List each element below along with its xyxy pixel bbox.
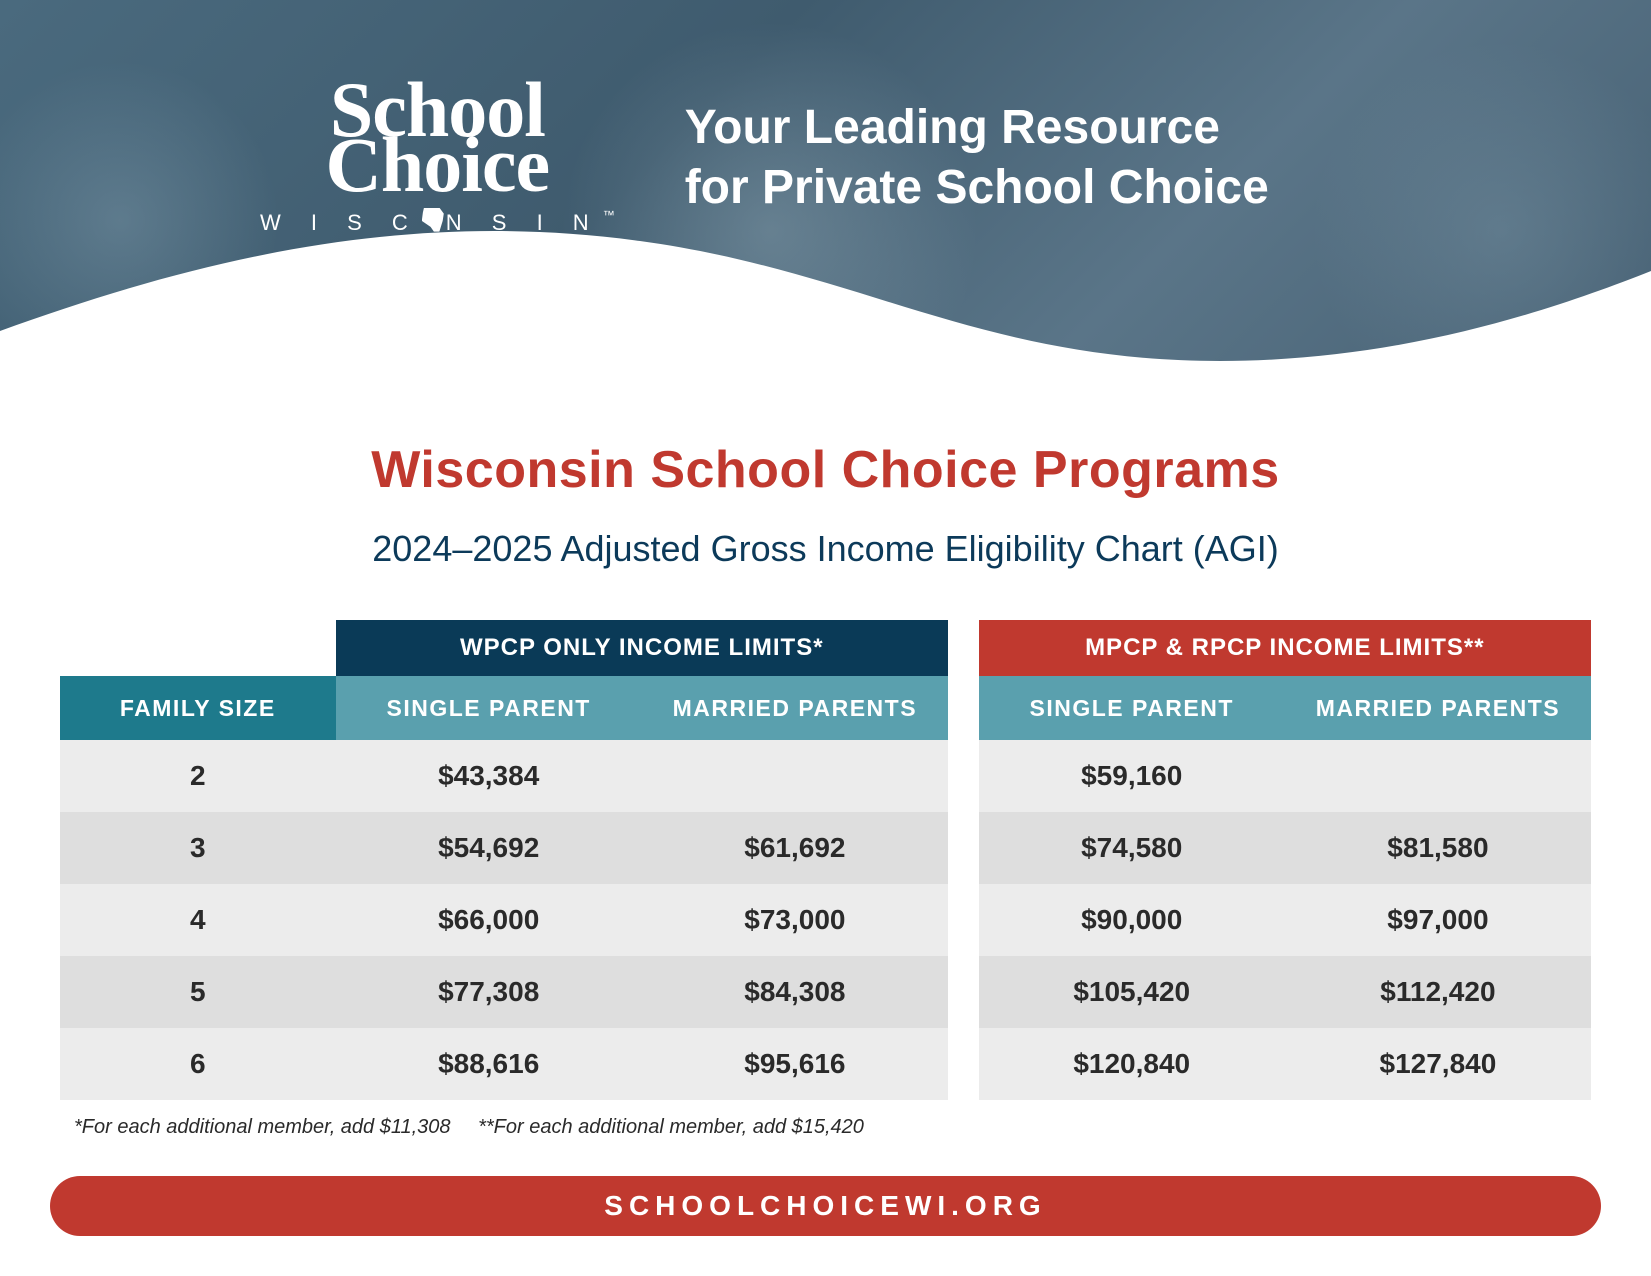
col-wpcp-single: SINGLE PARENT [336,676,642,740]
table-body: 2$43,384 $59,160 3$54,692$61,692 $74,580$81… [60,740,1591,1100]
table-cell: $61,692 [642,812,948,884]
table-cell: $74,580 [979,812,1285,884]
tagline-line1: Your Leading Resource [685,98,1269,158]
logo-subtext: W I S CN S I N™ [260,208,615,236]
hero-banner: School Choice W I S CN S I N™ Your Leadi… [0,0,1651,370]
table-row: 2$43,384 $59,160 [60,740,1591,812]
page-title: Wisconsin School Choice Programs [50,440,1601,500]
table-cell: 3 [60,812,336,884]
table-cell: 2 [60,740,336,812]
table-cell: $77,308 [336,956,642,1028]
tagline-line2: for Private School Choice [685,158,1269,218]
table-cell: $43,384 [336,740,642,812]
footer-url: SCHOOLCHOICEWI.ORG [604,1190,1046,1222]
col-family-size: FAMILY SIZE [60,676,336,740]
table-cell: 5 [60,956,336,1028]
table-row: 5$77,308$84,308 $105,420$112,420 [60,956,1591,1028]
table-cell: $81,580 [1285,812,1591,884]
table-cell: $88,616 [336,1028,642,1100]
logo-line2: Choice [326,135,550,196]
table-cell [1285,740,1591,812]
table-cell: $90,000 [979,884,1285,956]
table-cell: $97,000 [1285,884,1591,956]
table-cell: $84,308 [642,956,948,1028]
footnote-a: *For each additional member, add $11,308 [74,1116,451,1138]
page-subtitle: 2024–2025 Adjusted Gross Income Eligibil… [50,528,1601,570]
wisconsin-state-icon [422,208,444,232]
tagline: Your Leading Resource for Private School… [685,98,1269,218]
table-cell: $105,420 [979,956,1285,1028]
table-cell: $73,000 [642,884,948,956]
logo: School Choice W I S CN S I N™ [260,80,615,236]
table-row: 4$66,000$73,000 $90,000$97,000 [60,884,1591,956]
table-cell: $66,000 [336,884,642,956]
table-cell: $59,160 [979,740,1285,812]
header-mpcp: MPCP & RPCP INCOME LIMITS** [979,620,1591,676]
table-row: 3$54,692$61,692 $74,580$81,580 [60,812,1591,884]
col-mpcp-married: MARRIED PARENTS [1285,676,1591,740]
table-cell: 4 [60,884,336,956]
footer-url-bar: SCHOOLCHOICEWI.ORG [50,1176,1601,1236]
table-cell: $120,840 [979,1028,1285,1100]
table-cell: $95,616 [642,1028,948,1100]
table-cell: $112,420 [1285,956,1591,1028]
eligibility-table: WPCP ONLY INCOME LIMITS* MPCP & RPCP INC… [50,620,1601,1139]
table-cell: $127,840 [1285,1028,1591,1100]
table-cell: $54,692 [336,812,642,884]
table-cell: 6 [60,1028,336,1100]
table-row: 6$88,616$95,616 $120,840$127,840 [60,1028,1591,1100]
header-wpcp: WPCP ONLY INCOME LIMITS* [336,620,948,676]
col-wpcp-married: MARRIED PARENTS [642,676,948,740]
col-mpcp-single: SINGLE PARENT [979,676,1285,740]
footnote-b: **For each additional member, add $15,42… [478,1116,864,1138]
footnotes: *For each additional member, add $11,308… [60,1116,1591,1139]
table-cell [642,740,948,812]
